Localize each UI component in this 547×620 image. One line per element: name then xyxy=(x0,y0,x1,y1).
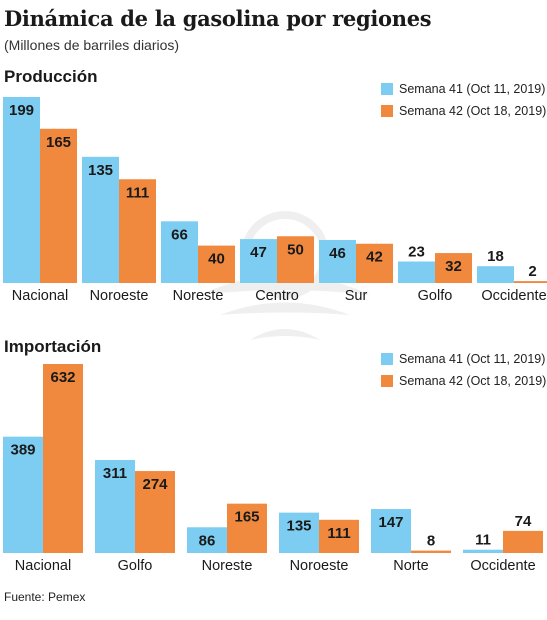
bar-sur-s1 xyxy=(319,240,356,283)
legend-label-semana42-imp: Semana 42 (Oct 18, 2019) xyxy=(399,374,547,388)
chart-produccion: 199 165 Nacional 135 111 Noroeste 66 40 Noreste 4… xyxy=(3,97,547,304)
bar-noreste-s1 xyxy=(161,221,198,283)
bar-nacional-s2 xyxy=(43,364,83,553)
value-label-occidente-s2: 2 xyxy=(528,263,536,280)
legend-label-semana41: Semana 41 (Oct 11, 2019) xyxy=(399,82,546,96)
category-label-noroeste: Noroeste xyxy=(290,558,349,574)
value-label-noreste-s2: 165 xyxy=(234,509,259,526)
bar-noreste-s2 xyxy=(227,503,267,553)
bar-noroeste-s1 xyxy=(82,156,119,283)
legend-item-semana41-imp: Semana 41 (Oct 11, 2019) xyxy=(381,348,546,370)
legend-swatch-semana41 xyxy=(381,83,393,95)
legend-swatch-semana41-imp xyxy=(381,353,393,365)
category-label-nacional: Nacional xyxy=(12,288,68,304)
value-label-nacional-s1: 199 xyxy=(9,102,34,119)
bar-occidente-s2 xyxy=(503,530,543,553)
legend-produccion: Semana 41 (Oct 11, 2019) Semana 42 (Oct … xyxy=(381,78,546,122)
value-label-nacional-s2: 165 xyxy=(46,134,71,151)
bar-norte-s2 xyxy=(411,550,451,553)
category-label-noroeste: Noroeste xyxy=(90,288,149,304)
value-label-golfo-s1: 23 xyxy=(408,244,425,261)
value-label-nacional-s2: 632 xyxy=(50,369,75,386)
category-label-nacional: Nacional xyxy=(15,558,71,574)
value-label-sur-s1: 46 xyxy=(329,245,346,262)
section-title-produccion: Producción xyxy=(4,67,98,86)
section-title-importacion: Importación xyxy=(4,337,102,356)
bar-occidente-s2 xyxy=(514,281,547,283)
value-label-norte-s2: 8 xyxy=(427,533,435,550)
value-label-noreste-s2: 40 xyxy=(208,251,225,268)
bar-noreste-s2 xyxy=(198,245,235,283)
bar-nacional-s2 xyxy=(40,128,77,283)
category-label-occidente: Occidente xyxy=(481,288,546,304)
category-label-golfo: Golfo xyxy=(118,558,153,574)
legend-label-semana41-imp: Semana 41 (Oct 11, 2019) xyxy=(399,352,546,366)
value-label-occidente-s1: 18 xyxy=(487,248,504,265)
value-label-noroeste-s2: 111 xyxy=(327,525,350,542)
source-note: Fuente: Pemex xyxy=(4,590,86,604)
bar-occidente-s1 xyxy=(463,549,503,553)
bar-golfo-s2 xyxy=(135,471,175,553)
legend-swatch-semana42 xyxy=(381,105,393,117)
bar-golfo-s2 xyxy=(435,253,472,283)
bar-noroeste-s2 xyxy=(319,519,359,553)
chart-importacion: 389 632 Nacional 311 274 Golfo 86 165 Noreste 135… xyxy=(3,364,543,574)
value-label-noreste-s1: 86 xyxy=(199,532,216,549)
page-subtitle: (Millones de barriles diarios) xyxy=(4,37,180,53)
legend-label-semana42: Semana 42 (Oct 18, 2019) xyxy=(399,104,547,118)
value-label-occidente-s2: 74 xyxy=(515,513,532,530)
bar-centro-s1 xyxy=(240,239,277,283)
value-label-golfo-s1: 311 xyxy=(103,465,127,482)
bar-nacional-s1 xyxy=(3,97,40,283)
value-label-noroeste-s2: 111 xyxy=(126,184,149,201)
legend-item-semana42: Semana 42 (Oct 18, 2019) xyxy=(381,100,546,122)
bar-sur-s2 xyxy=(356,243,393,283)
legend-item-semana41: Semana 41 (Oct 11, 2019) xyxy=(381,78,546,100)
value-label-nacional-s1: 389 xyxy=(10,442,35,459)
value-label-sur-s2: 42 xyxy=(366,249,383,266)
legend-swatch-semana42-imp xyxy=(381,375,393,387)
value-label-norte-s1: 147 xyxy=(378,514,403,531)
category-label-noreste: Noreste xyxy=(173,288,224,304)
value-label-noroeste-s1: 135 xyxy=(286,518,311,535)
category-label-norte: Norte xyxy=(393,558,428,574)
bar-noroeste-s1 xyxy=(279,512,319,553)
value-label-noreste-s1: 66 xyxy=(171,226,188,243)
value-label-golfo-s2: 32 xyxy=(445,258,462,275)
category-label-golfo: Golfo xyxy=(418,288,453,304)
bar-norte-s1 xyxy=(371,509,411,553)
bar-occidente-s1 xyxy=(477,266,514,283)
legend-item-semana42-imp: Semana 42 (Oct 18, 2019) xyxy=(381,370,546,392)
category-label-noreste: Noreste xyxy=(202,558,253,574)
bar-noreste-s1 xyxy=(187,527,227,553)
value-label-noroeste-s1: 135 xyxy=(88,162,113,179)
bar-golfo-s1 xyxy=(398,261,435,283)
value-label-centro-s2: 50 xyxy=(287,241,304,258)
bar-noroeste-s2 xyxy=(119,179,156,283)
category-label-centro: Centro xyxy=(255,288,299,304)
category-label-occidente: Occidente xyxy=(470,558,535,574)
value-label-golfo-s2: 274 xyxy=(142,476,168,493)
bar-centro-s2 xyxy=(277,236,314,283)
value-label-occidente-s1: 11 xyxy=(475,532,491,549)
category-label-sur: Sur xyxy=(345,288,368,304)
page-title: Dinámica de la gasolina por regiones xyxy=(4,6,432,31)
legend-importacion: Semana 41 (Oct 11, 2019) Semana 42 (Oct … xyxy=(381,348,546,392)
bar-nacional-s1 xyxy=(3,436,43,553)
bar-golfo-s1 xyxy=(95,459,135,553)
value-label-centro-s1: 47 xyxy=(250,244,267,261)
